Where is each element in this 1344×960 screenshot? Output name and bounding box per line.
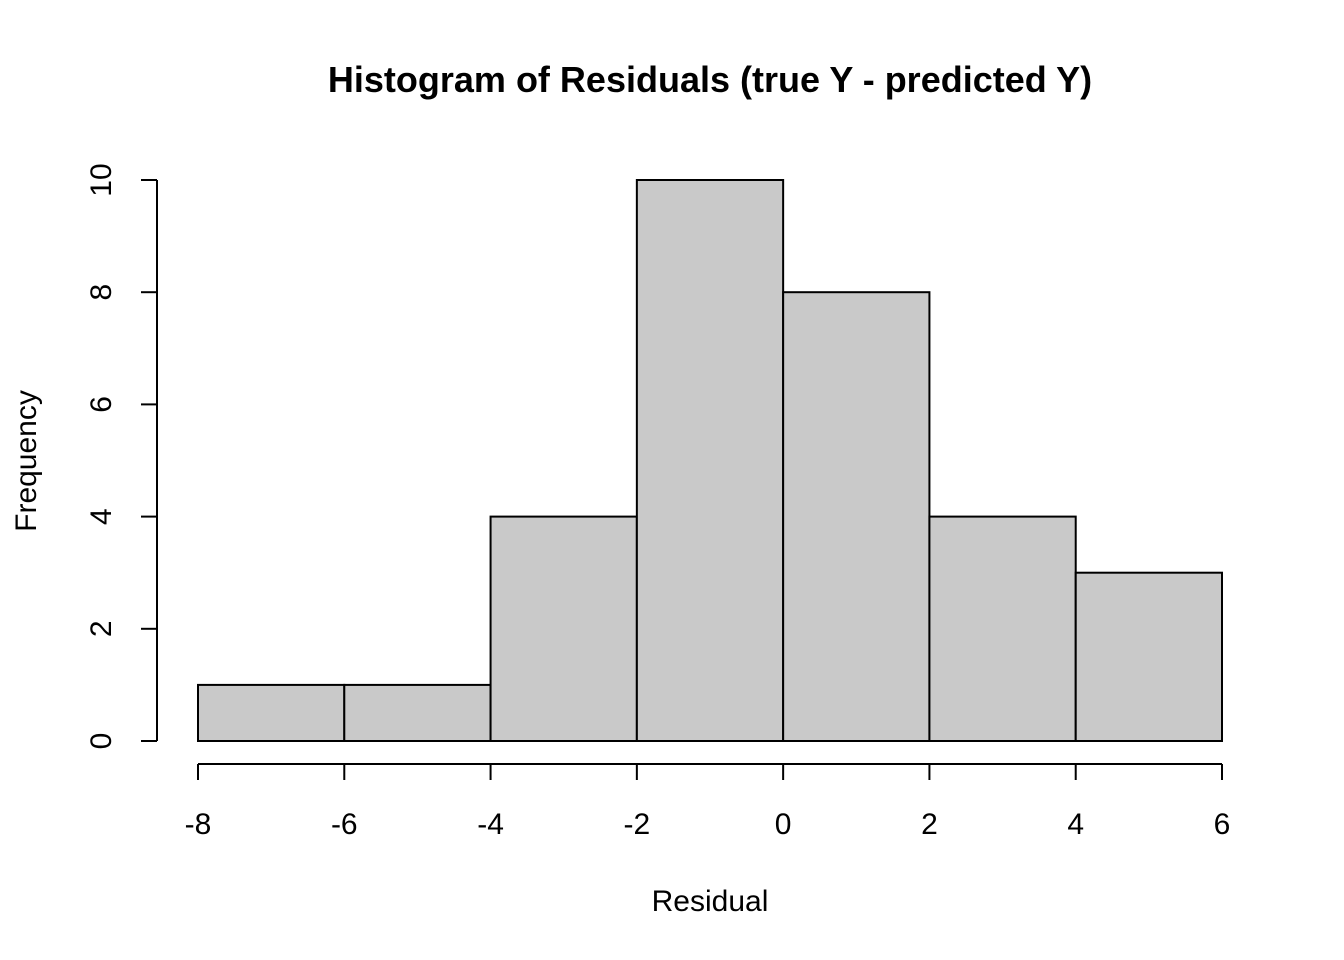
x-tick-label: 6: [1214, 808, 1231, 841]
x-tick-label: 4: [1067, 808, 1084, 841]
histogram-bar-5: [928, 515, 1077, 742]
chart-title: Histogram of Residuals (true Y - predict…: [328, 59, 1092, 100]
y-axis-label: Frequency: [10, 390, 43, 532]
y-tick-label: 4: [85, 508, 118, 525]
y-tick-label: 0: [85, 733, 118, 750]
y-tick-label: 8: [85, 284, 118, 301]
histogram-bar-0: [197, 683, 346, 743]
x-tick-label: -6: [331, 808, 358, 841]
x-tick-label: 2: [921, 808, 938, 841]
histogram-bar-2: [489, 515, 638, 742]
histogram-bar-1: [343, 683, 492, 743]
histogram-bar-6: [1074, 571, 1223, 743]
x-tick-label: -2: [624, 808, 651, 841]
x-axis: -8 -6 -4 -2 0 2 4 6: [185, 763, 1231, 841]
bars-group: [197, 179, 1223, 743]
x-tick-label: 0: [775, 808, 792, 841]
y-axis: 0 2 4 6 8 10: [85, 163, 158, 750]
histogram-bar-3: [635, 179, 785, 742]
x-tick-label: -8: [185, 808, 212, 841]
y-tick-label: 2: [85, 620, 118, 637]
x-axis-label: Residual: [652, 885, 769, 918]
y-tick-label: 10: [85, 163, 118, 196]
x-tick-label: -4: [477, 808, 504, 841]
y-tick-label: 6: [85, 396, 118, 413]
histogram-bar-4: [782, 291, 931, 742]
